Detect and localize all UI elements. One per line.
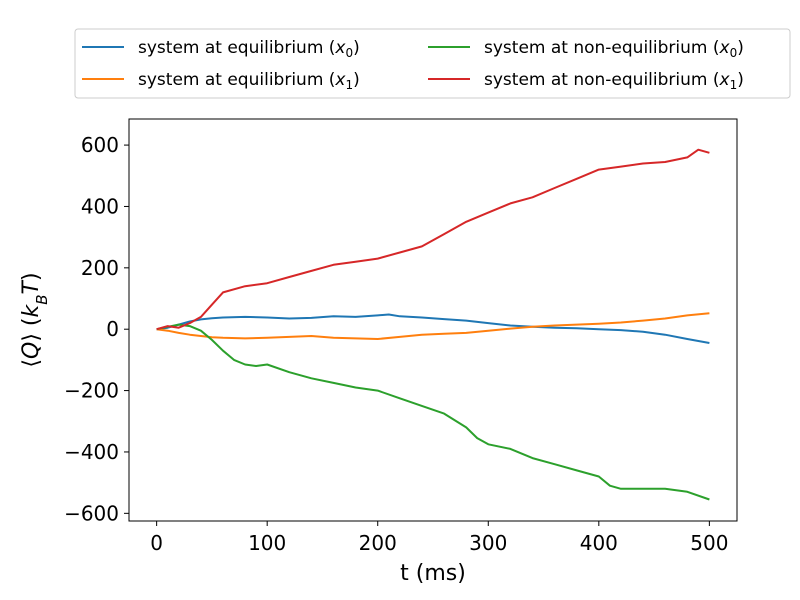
y-tick-label: 600 — [81, 133, 119, 157]
x-axis-ticks: 0 100 200 300 400 500 — [150, 521, 728, 555]
legend-label-1: system at equilibrium (x1) — [138, 70, 360, 92]
legend: system at equilibrium (x0) system at equi… — [74, 28, 791, 99]
x-tick-label: 100 — [248, 531, 286, 555]
y-tick-label: 200 — [81, 256, 119, 280]
y-axis-ticks: −600 −400 −200 0 200 400 600 — [64, 133, 129, 525]
series-line-0 — [156, 313, 710, 344]
y-axis-label: ⟨Q⟩ (kBT) — [19, 272, 51, 367]
plot-frame — [128, 118, 738, 522]
series-line-3 — [156, 148, 710, 331]
y-tick-label: −400 — [64, 440, 119, 464]
y-tick-label: −200 — [64, 379, 119, 403]
x-axis-label: t (ms) — [400, 561, 466, 586]
legend-label-3: system at non-equilibrium (x1) — [484, 70, 744, 92]
x-tick-label: 400 — [580, 531, 618, 555]
legend-label-2: system at non-equilibrium (x0) — [484, 38, 744, 60]
x-tick-label: 200 — [359, 531, 397, 555]
legend-frame — [74, 28, 791, 99]
y-tick-label: 400 — [81, 194, 119, 218]
x-tick-label: 0 — [150, 531, 163, 555]
series-line-2 — [156, 323, 710, 501]
svg-text:⟨Q⟩ (kBT): ⟨Q⟩ (kBT) — [19, 272, 51, 367]
x-tick-label: 500 — [690, 531, 728, 555]
legend-label-0: system at equilibrium (x0) — [138, 38, 360, 60]
y-tick-label: 0 — [106, 317, 119, 341]
x-tick-label: 300 — [469, 531, 507, 555]
y-tick-label: −600 — [64, 501, 119, 525]
series-layer — [156, 148, 710, 501]
